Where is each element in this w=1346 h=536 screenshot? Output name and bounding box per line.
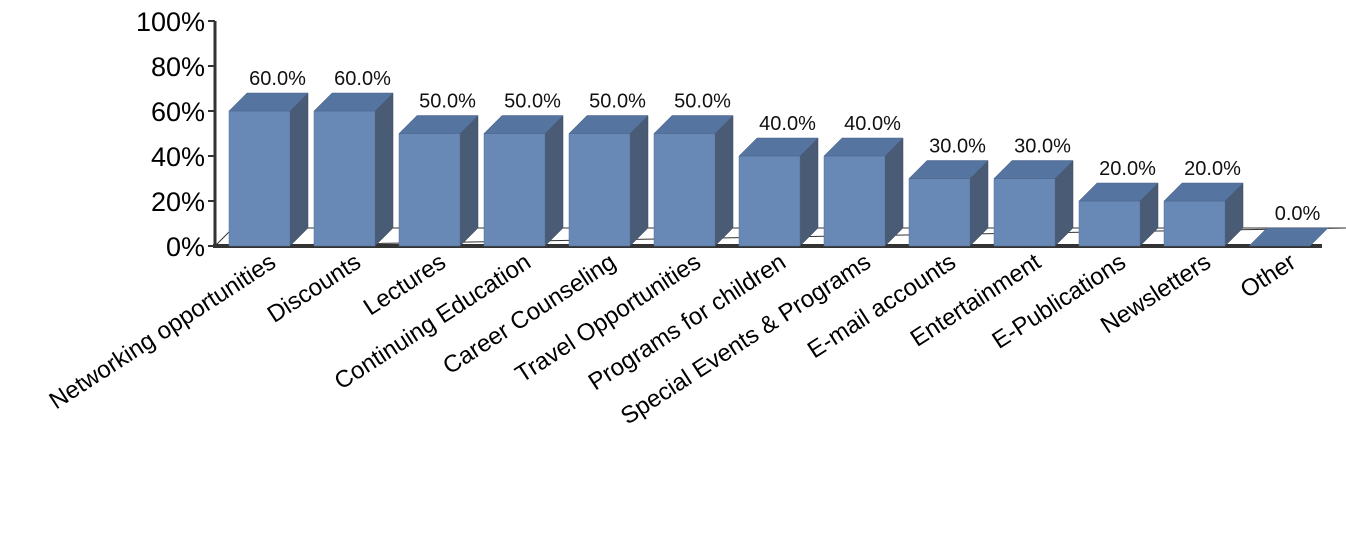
- data-label: 20.0%: [1099, 158, 1156, 180]
- bar: [993, 159, 1074, 247]
- bar: [313, 92, 394, 247]
- bar-front: [313, 110, 376, 247]
- bar-top: [1248, 227, 1329, 247]
- bar: [1078, 182, 1159, 247]
- category-labels: Networking opportunitiesDiscountsLecture…: [45, 248, 1301, 430]
- data-label: 50.0%: [419, 91, 476, 113]
- bar-front: [738, 155, 801, 247]
- bars: [228, 92, 1329, 247]
- bar: [908, 159, 989, 247]
- bar-top: [1078, 182, 1159, 202]
- bar: [1163, 182, 1244, 247]
- bar: [738, 137, 819, 247]
- data-label: 0.0%: [1275, 203, 1321, 225]
- y-tick-label: 20%: [151, 187, 205, 217]
- bar-top: [1163, 182, 1244, 202]
- bar-top: [483, 115, 564, 134]
- x-tick-label: Discounts: [263, 248, 366, 328]
- bar-top: [568, 115, 649, 134]
- axes: 0% 20% 40% 60% 80% 100%: [136, 7, 1322, 262]
- data-label: 50.0%: [589, 91, 646, 113]
- data-label: 50.0%: [674, 91, 731, 113]
- bar-front: [1078, 200, 1141, 247]
- bar: [228, 92, 309, 247]
- bar-front: [483, 133, 546, 247]
- bar-front: [908, 178, 971, 247]
- bar: [398, 114, 479, 247]
- bar-front: [228, 110, 291, 247]
- bar-front: [653, 133, 716, 247]
- bar-side: [714, 114, 734, 247]
- bar-side: [544, 114, 564, 247]
- bar-top: [738, 137, 819, 157]
- data-label: 30.0%: [1014, 136, 1071, 158]
- bar-side: [629, 114, 649, 247]
- bar-side: [884, 137, 904, 247]
- bar: [653, 114, 734, 247]
- x-tick-label: E-mail accounts: [803, 248, 961, 364]
- y-tick-label: 100%: [136, 7, 205, 37]
- bar-side: [799, 137, 819, 247]
- bar: [568, 114, 649, 247]
- bar-front: [398, 133, 461, 247]
- bar-top: [993, 160, 1074, 179]
- bar: [823, 137, 904, 247]
- data-label: 60.0%: [249, 68, 306, 90]
- bar-side: [289, 92, 309, 247]
- bar-side: [374, 92, 394, 247]
- data-label: 20.0%: [1184, 158, 1241, 180]
- bar-top: [908, 160, 989, 179]
- data-label: 30.0%: [929, 136, 986, 158]
- bar-top: [228, 92, 309, 112]
- data-label: 40.0%: [844, 113, 901, 135]
- y-tick-label: 60%: [151, 97, 205, 127]
- bar: [483, 114, 564, 247]
- data-label: 60.0%: [334, 68, 391, 90]
- bar: [1248, 227, 1329, 247]
- bar-top: [653, 115, 734, 134]
- y-tick-label: 0%: [166, 232, 205, 262]
- bar-top: [823, 137, 904, 157]
- bar-front: [823, 155, 886, 247]
- bar-front: [993, 178, 1056, 247]
- bar-top: [313, 92, 394, 112]
- x-tick-label: Networking opportunities: [45, 248, 281, 415]
- y-tick-label: 40%: [151, 142, 205, 172]
- bar-front: [1163, 200, 1226, 247]
- x-tick-label: Other: [1236, 248, 1301, 303]
- bar-front: [568, 133, 631, 247]
- y-tick-label: 80%: [151, 52, 205, 82]
- bar-top: [398, 115, 479, 134]
- data-label: 50.0%: [504, 91, 561, 113]
- data-label: 40.0%: [759, 113, 816, 135]
- data-labels: 60.0% 60.0% 50.0% 50.0% 50.0% 50.0% 40.0% 40.0%…: [249, 68, 1320, 225]
- bar-side: [459, 114, 479, 247]
